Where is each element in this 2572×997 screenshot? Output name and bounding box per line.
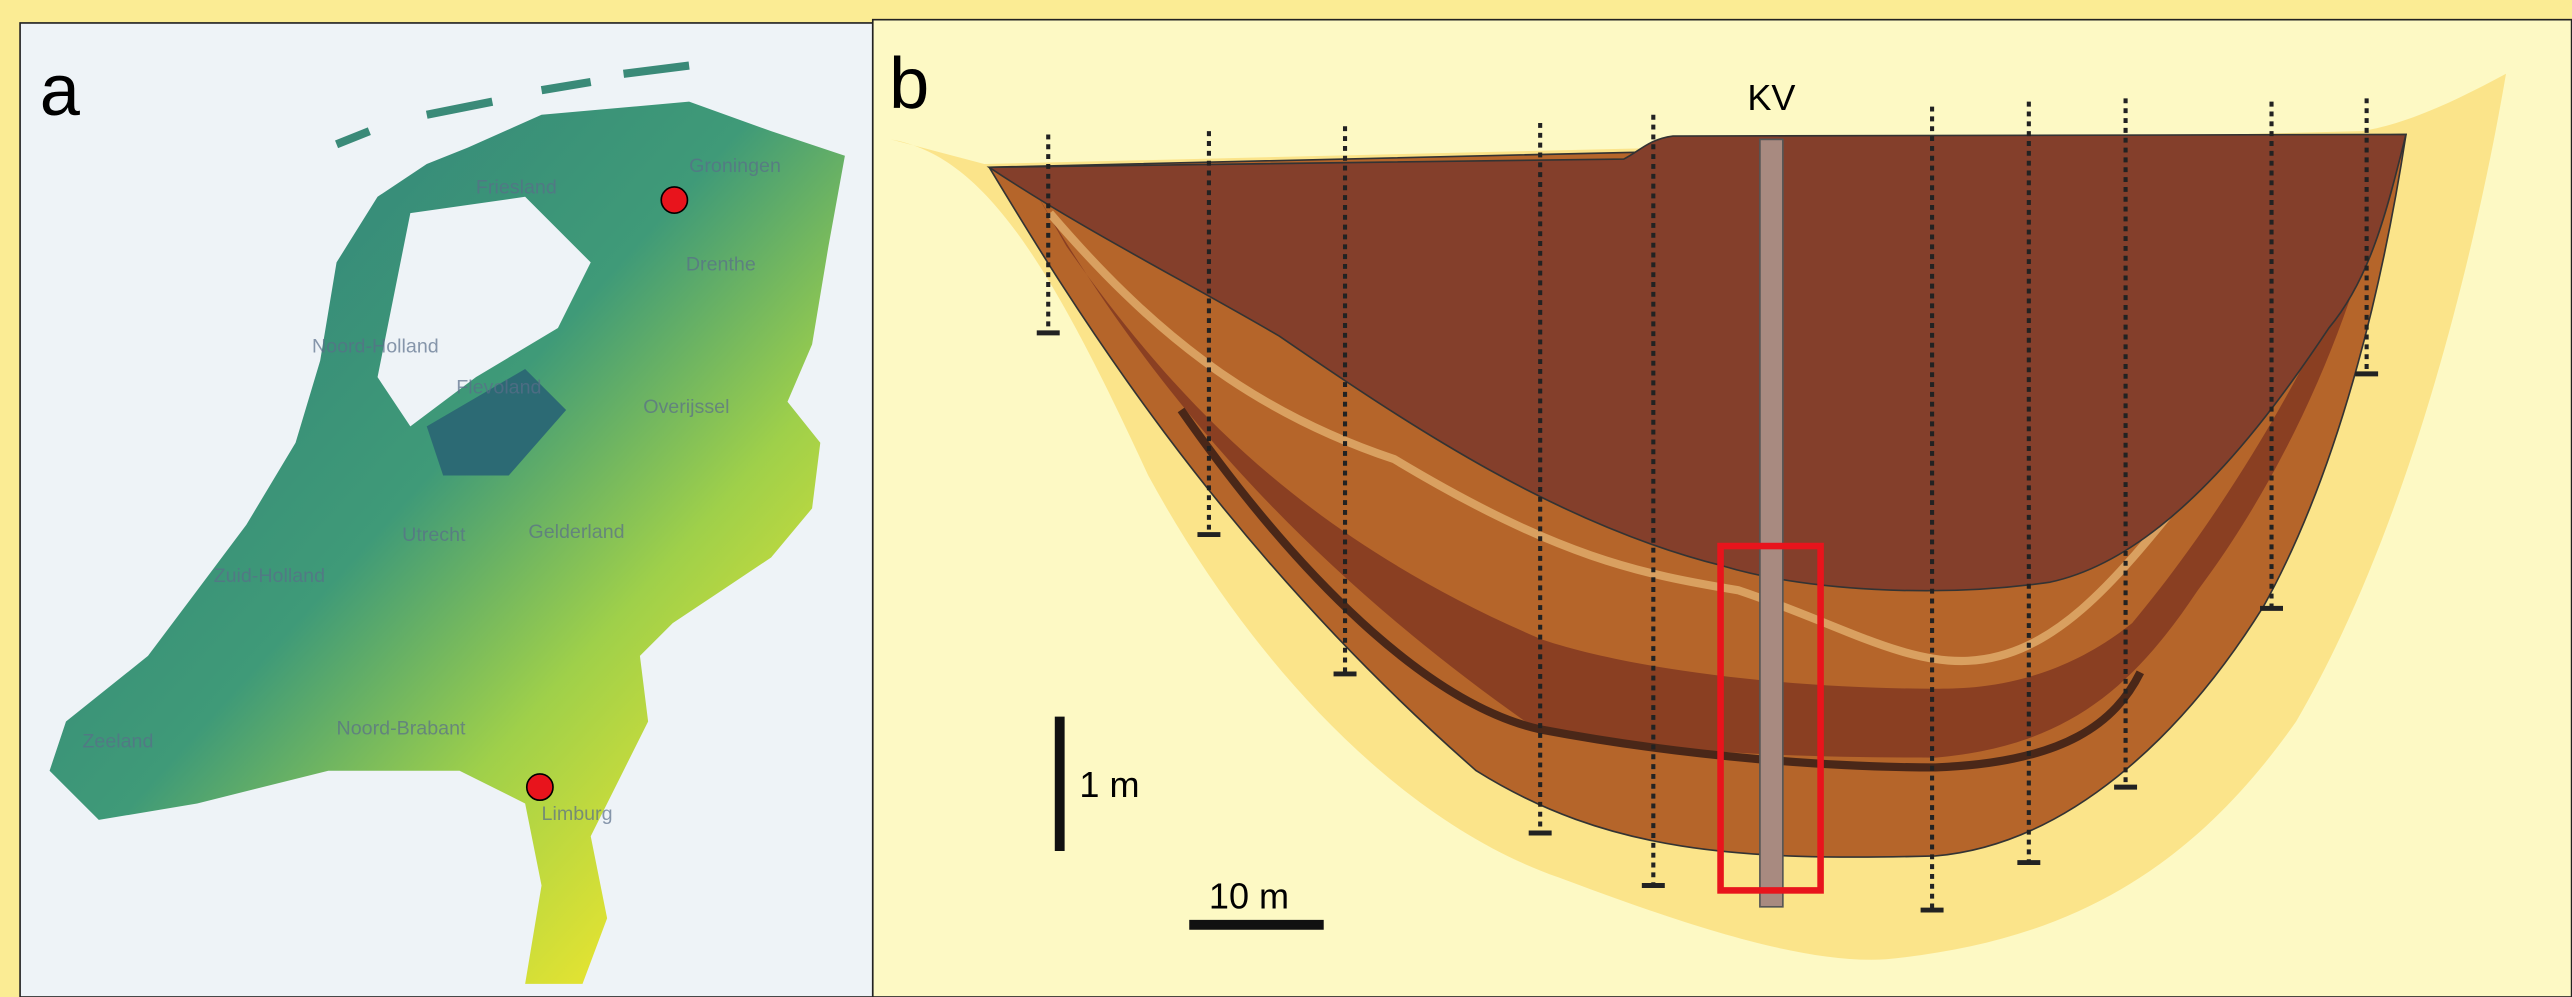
map-label: Friesland [476,176,557,198]
map-label: Noord-Holland [312,336,439,358]
site-marker [527,774,553,800]
map-label: Drenthe [686,254,756,276]
panel-label: b [889,44,929,124]
map-label: Zeeland [82,731,153,753]
map-label: Utrecht [402,524,466,546]
figure: a Groningen Friesland Drenthe Noord-Holland… [0,0,2572,997]
map-label: Flevoland [456,377,541,399]
site-marker [661,187,687,213]
horizontal-scale-label: 10 m [1209,875,1289,916]
page: a Groningen Friesland Drenthe Noord-Holland… [0,0,2572,997]
borehole-label: KV [1747,77,1795,118]
map-label: Zuid-Holland [214,565,325,587]
core [1760,139,1783,906]
panel-label: a [40,51,81,131]
map-label: Gelderland [528,521,624,543]
map-label: Overijssel [643,396,729,418]
map-label: Limburg [542,803,613,825]
vertical-scale-label: 1 m [1079,764,1139,805]
map-label: Noord-Brabant [337,718,466,740]
map-label: Groningen [689,155,781,177]
